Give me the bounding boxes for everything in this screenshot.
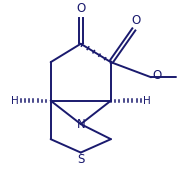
Text: H: H	[143, 96, 150, 106]
Text: O: O	[131, 14, 141, 27]
Text: S: S	[77, 153, 84, 166]
Text: O: O	[76, 2, 85, 15]
Text: N: N	[76, 118, 85, 131]
Text: O: O	[152, 69, 161, 82]
Text: H: H	[11, 96, 19, 106]
